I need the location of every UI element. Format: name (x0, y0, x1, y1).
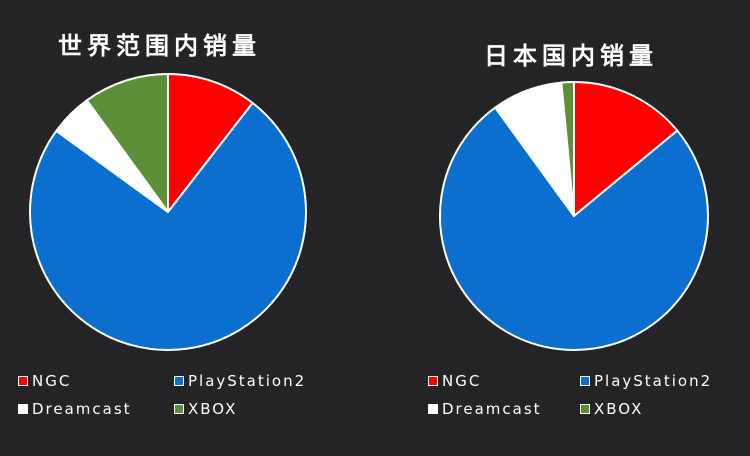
legend-swatch-xbox (174, 404, 184, 414)
legend-item-xbox: XBOX (174, 400, 237, 418)
legend-label-dreamcast-japan: Dreamcast (442, 400, 542, 418)
pie-slice-playstation2 (29, 101, 307, 351)
legend-item-dreamcast: Dreamcast (18, 400, 132, 418)
legend-item-ngc-japan: NGC (428, 372, 481, 390)
legend-label-dreamcast: Dreamcast (32, 400, 132, 418)
pie-slice-ngc (573, 81, 679, 217)
legend-item-xbox-japan: XBOX (580, 400, 643, 418)
legend-label-xbox: XBOX (188, 400, 238, 418)
legend-label-ngc-japan: NGC (442, 372, 482, 390)
legend-swatch-dreamcast-japan (428, 404, 438, 414)
legend-item-playstation2: PlayStation2 (174, 372, 306, 390)
legend-item-playstation2-japan: PlayStation2 (580, 372, 712, 390)
legend-swatch-dreamcast (18, 404, 28, 414)
chart-title-world: 世界范围内销量 (58, 32, 261, 60)
legend-swatch-ngc-japan (428, 376, 438, 386)
legend-swatch-playstation2 (174, 376, 184, 386)
legend-label-playstation2-japan: PlayStation2 (594, 372, 713, 390)
legend-swatch-playstation2-japan (580, 376, 590, 386)
legend-item-ngc: NGC (18, 372, 71, 390)
legend-item-dreamcast-japan: Dreamcast (428, 400, 542, 418)
chart-title-japan: 日本国内销量 (484, 42, 658, 70)
pie-slice-xbox (85, 73, 169, 213)
legend-swatch-ngc (18, 376, 28, 386)
legend-swatch-xbox-japan (580, 404, 590, 414)
legend-label-ngc: NGC (32, 372, 72, 390)
legend-label-xbox-japan: XBOX (594, 400, 644, 418)
pie-slice-xbox (560, 81, 575, 217)
legend-label-playstation2: PlayStation2 (188, 372, 307, 390)
pie-slice-playstation2 (439, 106, 709, 351)
pie-slice-ngc (167, 73, 254, 213)
